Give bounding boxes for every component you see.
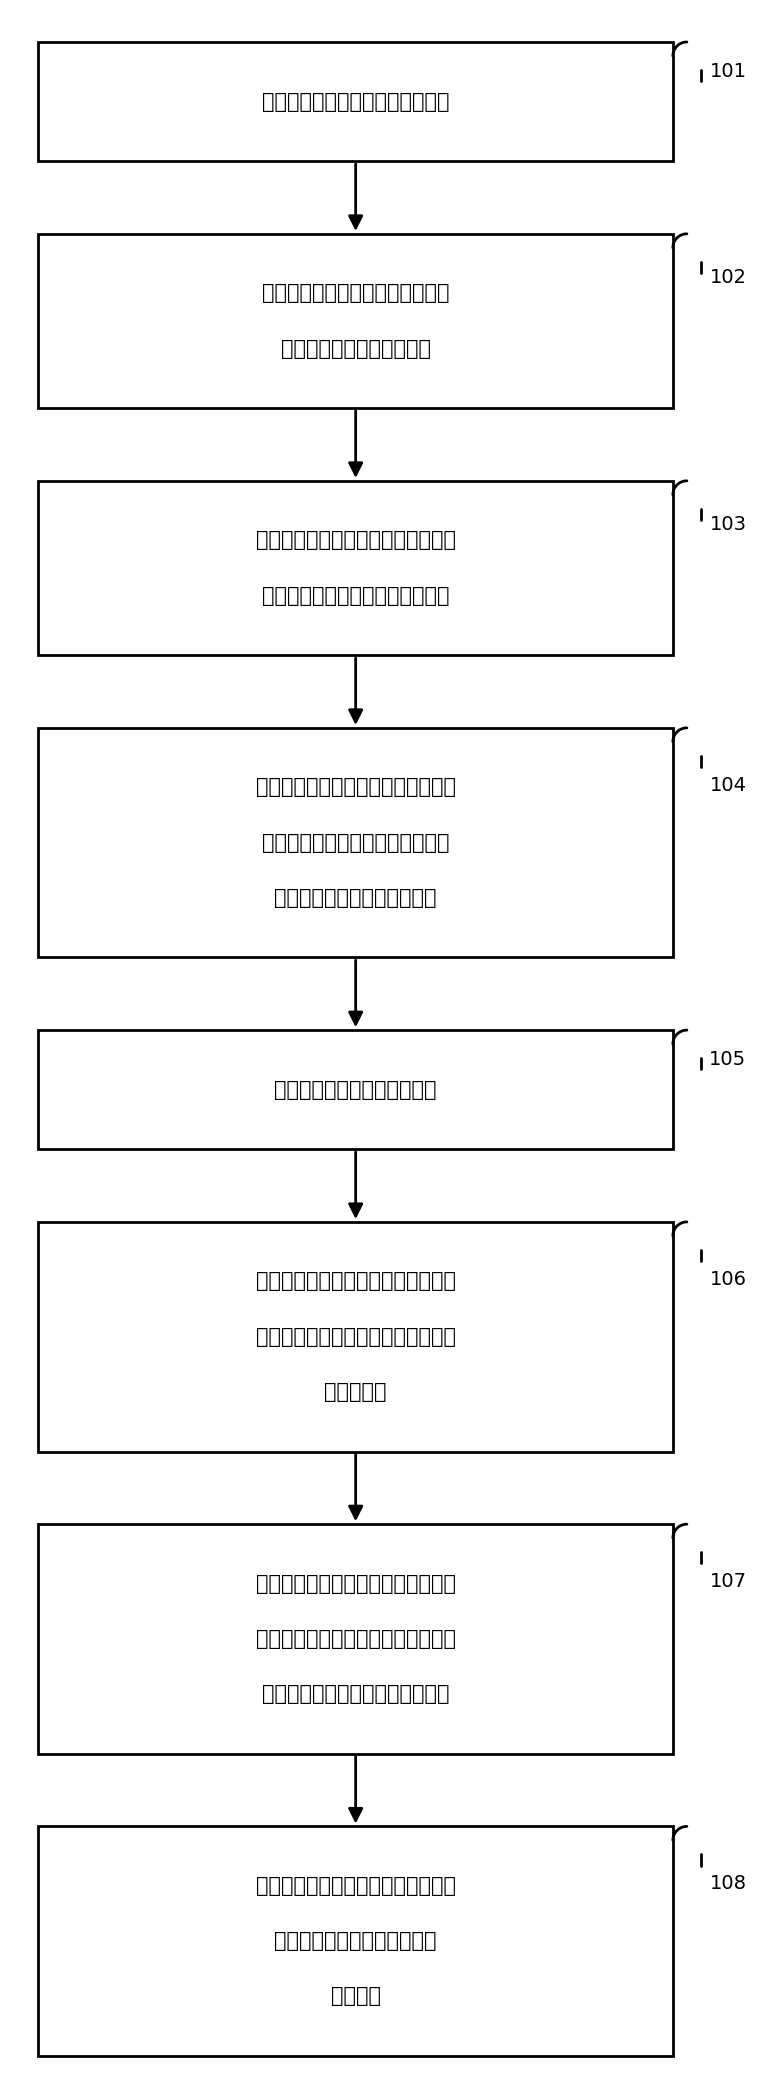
Text: 根据车辆横摆角速度预测值和车辆横: 根据车辆横摆角速度预测值和车辆横 <box>255 1876 456 1897</box>
Text: 108: 108 <box>709 1874 747 1892</box>
Bar <box>38 234 673 408</box>
Bar <box>38 1221 673 1451</box>
Text: 根据车辆横摆角速度历史数据、车辆: 根据车辆横摆角速度历史数据、车辆 <box>255 778 456 797</box>
Bar <box>38 1524 673 1754</box>
Text: 101: 101 <box>709 63 747 82</box>
Text: 数据采用递归最小二乘法确定模型中: 数据采用递归最小二乘法确定模型中 <box>255 1326 456 1347</box>
Bar <box>38 1825 673 2055</box>
Text: 摆角速度期望值进行车辆横向: 摆角速度期望值进行车辆横向 <box>275 1932 437 1951</box>
Text: 获取车辆运动参数和车辆固有参数: 获取车辆运动参数和车辆固有参数 <box>262 92 449 111</box>
Text: 基于模型，根据参数向量和车辆横摆: 基于模型，根据参数向量和车辆横摆 <box>255 1575 456 1593</box>
Text: 预测，得到车辆横摆角速度预测值: 预测，得到车辆横摆角速度预测值 <box>262 1683 449 1704</box>
Text: 直接横摆力矩历史数据和噪声数据: 直接横摆力矩历史数据和噪声数据 <box>262 585 449 606</box>
Bar <box>38 1031 673 1150</box>
Text: 106: 106 <box>709 1269 747 1288</box>
Text: 获取车辆横摆角速度历史数据、车辆: 获取车辆横摆角速度历史数据、车辆 <box>255 531 456 550</box>
Bar <box>38 42 673 161</box>
Text: 基于模型，根据车辆横摆角速度当前: 基于模型，根据车辆横摆角速度当前 <box>255 1271 456 1292</box>
Bar <box>38 728 673 958</box>
Text: 角速度当前数据进行车辆横摆角速度: 角速度当前数据进行车辆横摆角速度 <box>255 1629 456 1650</box>
Text: 根据车辆运动参数和车辆固有参数: 根据车辆运动参数和车辆固有参数 <box>262 284 449 303</box>
Text: 105: 105 <box>709 1050 747 1069</box>
Text: 建立车辆横摆角速度预测模型: 建立车辆横摆角速度预测模型 <box>275 889 437 907</box>
Text: 确定车辆横摆角速度期望值: 确定车辆横摆角速度期望值 <box>281 339 431 358</box>
Bar <box>38 481 673 654</box>
Text: 103: 103 <box>709 514 747 533</box>
Text: 稳定控制: 稳定控制 <box>331 1986 381 2007</box>
Text: 107: 107 <box>709 1572 747 1591</box>
Text: 的参数向量: 的参数向量 <box>325 1382 387 1401</box>
Text: 直接横摆力矩历史数据和噪声数据: 直接横摆力矩历史数据和噪声数据 <box>262 832 449 853</box>
Text: 获取车辆横摆角速度当前数据: 获取车辆横摆角速度当前数据 <box>275 1079 437 1100</box>
Text: 102: 102 <box>709 268 747 286</box>
Text: 104: 104 <box>709 776 747 795</box>
